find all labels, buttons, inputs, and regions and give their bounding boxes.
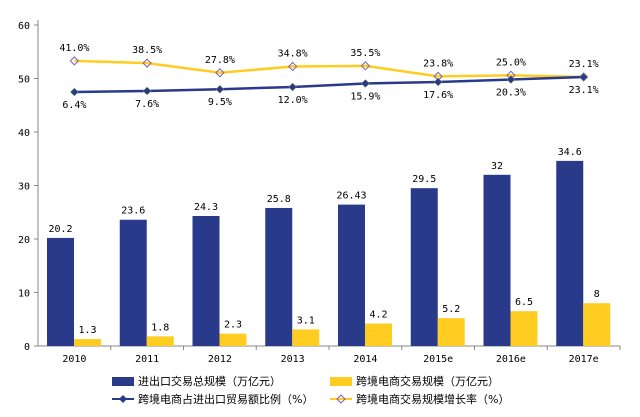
x-tick-label: 2015e — [423, 354, 453, 365]
line-marker — [579, 72, 588, 82]
line-label: 41.0% — [59, 43, 89, 54]
y-tick-label: 50 — [18, 75, 30, 86]
y-tick-label: 60 — [18, 21, 30, 32]
line-marker — [288, 82, 297, 92]
line-marker — [433, 77, 443, 87]
diamond-marker-icon — [112, 395, 134, 403]
bar — [192, 215, 220, 346]
x-tick-label: 2011 — [135, 354, 159, 365]
line-marker — [142, 86, 152, 96]
line-marker — [215, 68, 225, 78]
y-tick-label: 20 — [18, 235, 30, 246]
x-tick-label: 2010 — [62, 354, 86, 365]
bar — [292, 329, 320, 346]
line-marker — [215, 84, 225, 94]
bar — [74, 339, 101, 346]
bar — [119, 219, 147, 346]
y-tick-label: 10 — [18, 289, 30, 300]
bar — [437, 318, 465, 346]
bar-label: 4.2 — [369, 310, 387, 321]
line-label: 23.1% — [569, 85, 599, 96]
line-label: 6.4% — [62, 100, 86, 111]
legend-item-total-trade: 进出口交易总规模（万亿元） — [112, 373, 281, 389]
line-marker — [506, 75, 516, 84]
x-tick-label: 2014 — [353, 354, 377, 365]
bar-label: 34.6 — [558, 147, 582, 158]
bar-label: 29.5 — [412, 174, 436, 185]
bar-label: 5.2 — [442, 304, 460, 315]
legend-label: 跨境电商占进出口贸易额比例（%） — [138, 393, 314, 406]
line-label: 23.1% — [569, 59, 599, 70]
bar-label: 20.2 — [48, 224, 72, 235]
bar-label: 24.3 — [194, 202, 218, 213]
bar — [47, 237, 74, 346]
series-line — [74, 59, 584, 79]
line-marker — [142, 58, 152, 68]
bar — [556, 160, 584, 346]
legend-swatch — [330, 376, 352, 386]
line-label: 23.8% — [423, 58, 453, 69]
y-tick-label: 40 — [18, 128, 30, 139]
bar-label: 6.5 — [515, 297, 533, 308]
bar — [365, 323, 392, 346]
legend-item-ecommerce-growth: 跨境电商交易规模增长率（%） — [330, 391, 509, 407]
line-label: 9.5% — [208, 97, 232, 108]
legend-label: 进出口交易总规模（万亿元） — [138, 375, 281, 388]
x-tick-label: 2012 — [208, 354, 232, 365]
line-marker — [287, 61, 298, 72]
bar-label: 23.6 — [121, 206, 145, 217]
line-label: 27.8% — [205, 55, 235, 66]
line-label: 12.0% — [278, 95, 308, 106]
series-line — [74, 75, 584, 94]
bar-label: 3.1 — [297, 315, 315, 326]
line-label: 35.5% — [350, 48, 380, 59]
bar — [219, 333, 247, 346]
bar-label: 32 — [491, 161, 503, 172]
line-label: 17.6% — [423, 90, 453, 101]
y-tick-label: 0 — [24, 342, 30, 353]
bar — [483, 174, 511, 346]
open-diamond-marker-icon — [330, 394, 352, 404]
line-marker — [361, 79, 370, 88]
x-tick-label: 2013 — [281, 354, 305, 365]
line-marker — [70, 87, 79, 97]
line-label: 34.8% — [278, 48, 308, 59]
line-label: 15.9% — [350, 91, 380, 102]
legend-label: 跨境电商交易规模增长率（%） — [356, 393, 510, 406]
bar — [338, 204, 365, 346]
bar-label: 26.43 — [336, 191, 366, 202]
bar-label: 1.8 — [151, 322, 169, 333]
line-label: 25.0% — [496, 57, 526, 68]
bar — [410, 188, 438, 346]
bar — [265, 207, 293, 346]
x-tick-label: 2017e — [569, 354, 599, 365]
bar-label: 8 — [594, 289, 600, 300]
line-label: 7.6% — [135, 99, 159, 110]
bar — [146, 336, 174, 346]
y-tick-label: 30 — [18, 182, 30, 193]
bar — [583, 303, 611, 346]
x-tick-label: 2016e — [496, 354, 526, 365]
legend-label: 跨境电商交易规模（万亿元） — [356, 375, 499, 388]
legend-item-ecommerce-scale: 跨境电商交易规模（万亿元） — [330, 373, 499, 389]
line-label: 20.3% — [496, 88, 526, 99]
line-marker — [360, 61, 371, 71]
line-marker — [69, 56, 80, 66]
bar — [510, 311, 538, 346]
bar-label: 1.3 — [78, 325, 96, 336]
bar-label: 25.8 — [267, 194, 291, 205]
line-label: 38.5% — [132, 45, 162, 56]
legend-item-ecommerce-share: 跨境电商占进出口贸易额比例（%） — [112, 391, 313, 407]
bar-label: 2.3 — [224, 320, 242, 331]
legend-swatch — [112, 376, 134, 386]
